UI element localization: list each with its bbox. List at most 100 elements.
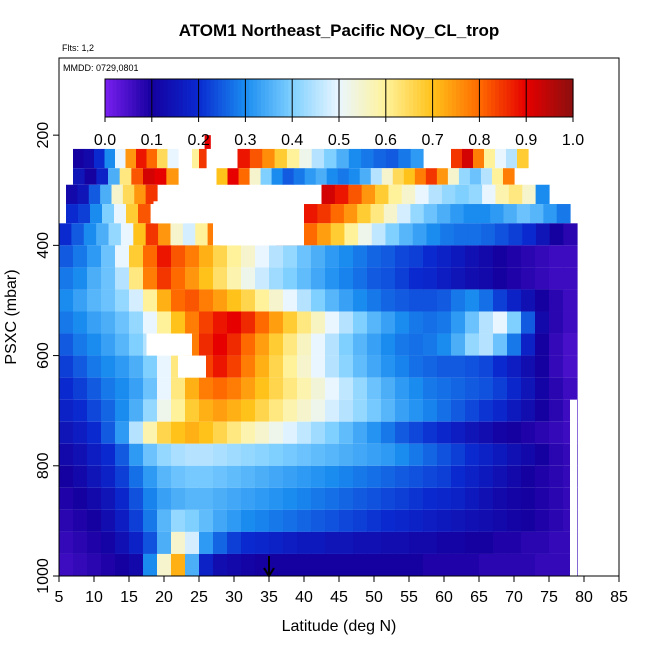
heatmap-cell <box>325 399 340 422</box>
heatmap-cell <box>241 443 256 466</box>
heatmap-cell <box>269 333 284 356</box>
heatmap-cell <box>59 487 74 510</box>
heatmap-cell <box>185 553 200 576</box>
x-tick-label: 75 <box>540 589 558 606</box>
heatmap-cell <box>465 399 480 422</box>
heatmap-cell <box>507 377 522 400</box>
heatmap-cell <box>59 289 74 312</box>
heatmap-cell <box>171 311 186 334</box>
heatmap-cell <box>297 355 312 378</box>
heatmap-cell <box>311 509 326 532</box>
heatmap-cell <box>521 289 536 312</box>
heatmap-cell <box>185 465 200 488</box>
heatmap-cell <box>521 531 536 554</box>
heatmap-cell <box>381 289 396 312</box>
x-tick-label: 25 <box>190 589 208 606</box>
heatmap-cell <box>367 399 382 422</box>
heatmap-cell <box>479 421 494 444</box>
heatmap-cell <box>311 355 326 378</box>
heatmap-cell <box>73 148 85 169</box>
heatmap-cell <box>115 245 130 268</box>
colorbar-segment <box>264 79 270 117</box>
heatmap-cell <box>535 333 550 356</box>
heatmap-cell <box>479 245 494 268</box>
colorbar-segment <box>362 79 367 117</box>
heatmap-cell <box>227 443 242 466</box>
heatmap-cell <box>522 184 537 205</box>
heatmap-cell <box>325 267 340 290</box>
heatmap-cell <box>101 289 116 312</box>
heatmap-cell <box>451 289 466 312</box>
heatmap-cell <box>535 245 550 268</box>
colorbar-segment <box>261 79 266 117</box>
heatmap-cell <box>115 148 127 169</box>
heatmap-cell <box>73 399 88 422</box>
colorbar-tick-label: 0.6 <box>375 132 397 149</box>
heatmap-cell <box>115 465 130 488</box>
heatmap-cell <box>367 465 382 488</box>
heatmap-cell <box>339 245 354 268</box>
heatmap-cell <box>59 421 74 444</box>
heatmap-cell <box>490 204 505 224</box>
heatmap-cell <box>299 148 313 169</box>
heatmap-cell <box>115 267 130 290</box>
colorbar-segment <box>502 79 508 117</box>
heatmap-cell <box>304 168 317 185</box>
heatmap-cell <box>348 168 361 185</box>
heatmap-cell <box>297 399 312 422</box>
heatmap-cell <box>437 465 452 488</box>
colorbar-segment <box>159 79 165 117</box>
heatmap-cell <box>227 487 242 510</box>
heatmap-cell <box>101 531 116 554</box>
heatmap-cell <box>59 245 74 268</box>
heatmap-cell <box>59 377 74 400</box>
heatmap-cell <box>199 148 207 169</box>
heatmap-cell <box>255 377 270 400</box>
colorbar-segment <box>280 79 285 117</box>
heatmap-cell <box>129 421 144 444</box>
heatmap-cell <box>199 443 214 466</box>
heatmap-cell <box>101 245 116 268</box>
colorbar-segment <box>233 79 239 117</box>
colorbar-segment <box>105 79 110 117</box>
colorbar-segment <box>440 79 445 117</box>
heatmap-cell <box>311 148 325 169</box>
heatmap-cell <box>493 465 508 488</box>
colorbar-segment <box>140 79 145 117</box>
colorbar-segment <box>537 79 543 117</box>
colorbar-segment <box>409 79 414 117</box>
heatmap-cell <box>241 377 256 400</box>
heatmap-cell <box>101 355 116 378</box>
heatmap-cell <box>463 204 478 224</box>
heatmap-cell <box>283 509 298 532</box>
heatmap-cell <box>507 267 522 290</box>
heatmap-cell <box>423 289 438 312</box>
colorbar-tick-label: 0.8 <box>468 132 490 149</box>
heatmap-cell <box>437 267 452 290</box>
heatmap-cell <box>409 421 424 444</box>
heatmap-cell <box>521 311 536 334</box>
heatmap-cell <box>87 311 102 334</box>
heatmap-cell <box>479 531 494 554</box>
heatmap-cell <box>83 148 95 169</box>
heatmap-cell <box>353 487 368 510</box>
heatmap-cell <box>311 311 326 334</box>
heatmap-cell <box>353 443 368 466</box>
heatmap-cell <box>283 311 298 334</box>
heatmap-cell <box>216 168 229 185</box>
heatmap-cell <box>535 311 550 334</box>
heatmap-cell <box>143 245 158 268</box>
heatmap-cell <box>339 399 354 422</box>
heatmap-cell <box>437 531 452 554</box>
heatmap-cell <box>353 355 368 378</box>
colorbar-segment <box>296 79 301 117</box>
colorbar-tick-label: 0.1 <box>141 132 163 149</box>
heatmap-cell <box>395 531 410 554</box>
heatmap-cell <box>321 184 336 205</box>
heatmap-cell <box>78 204 91 224</box>
heatmap-cell <box>395 377 410 400</box>
heatmap-cell <box>241 465 256 488</box>
colorbar-segment <box>350 79 356 117</box>
heatmap-cell <box>255 465 270 488</box>
colorbar-segment <box>292 79 297 117</box>
